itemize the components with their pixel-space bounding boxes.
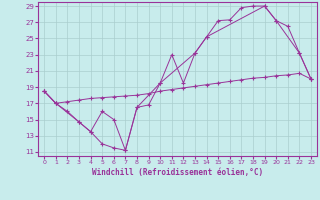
X-axis label: Windchill (Refroidissement éolien,°C): Windchill (Refroidissement éolien,°C) [92,168,263,177]
